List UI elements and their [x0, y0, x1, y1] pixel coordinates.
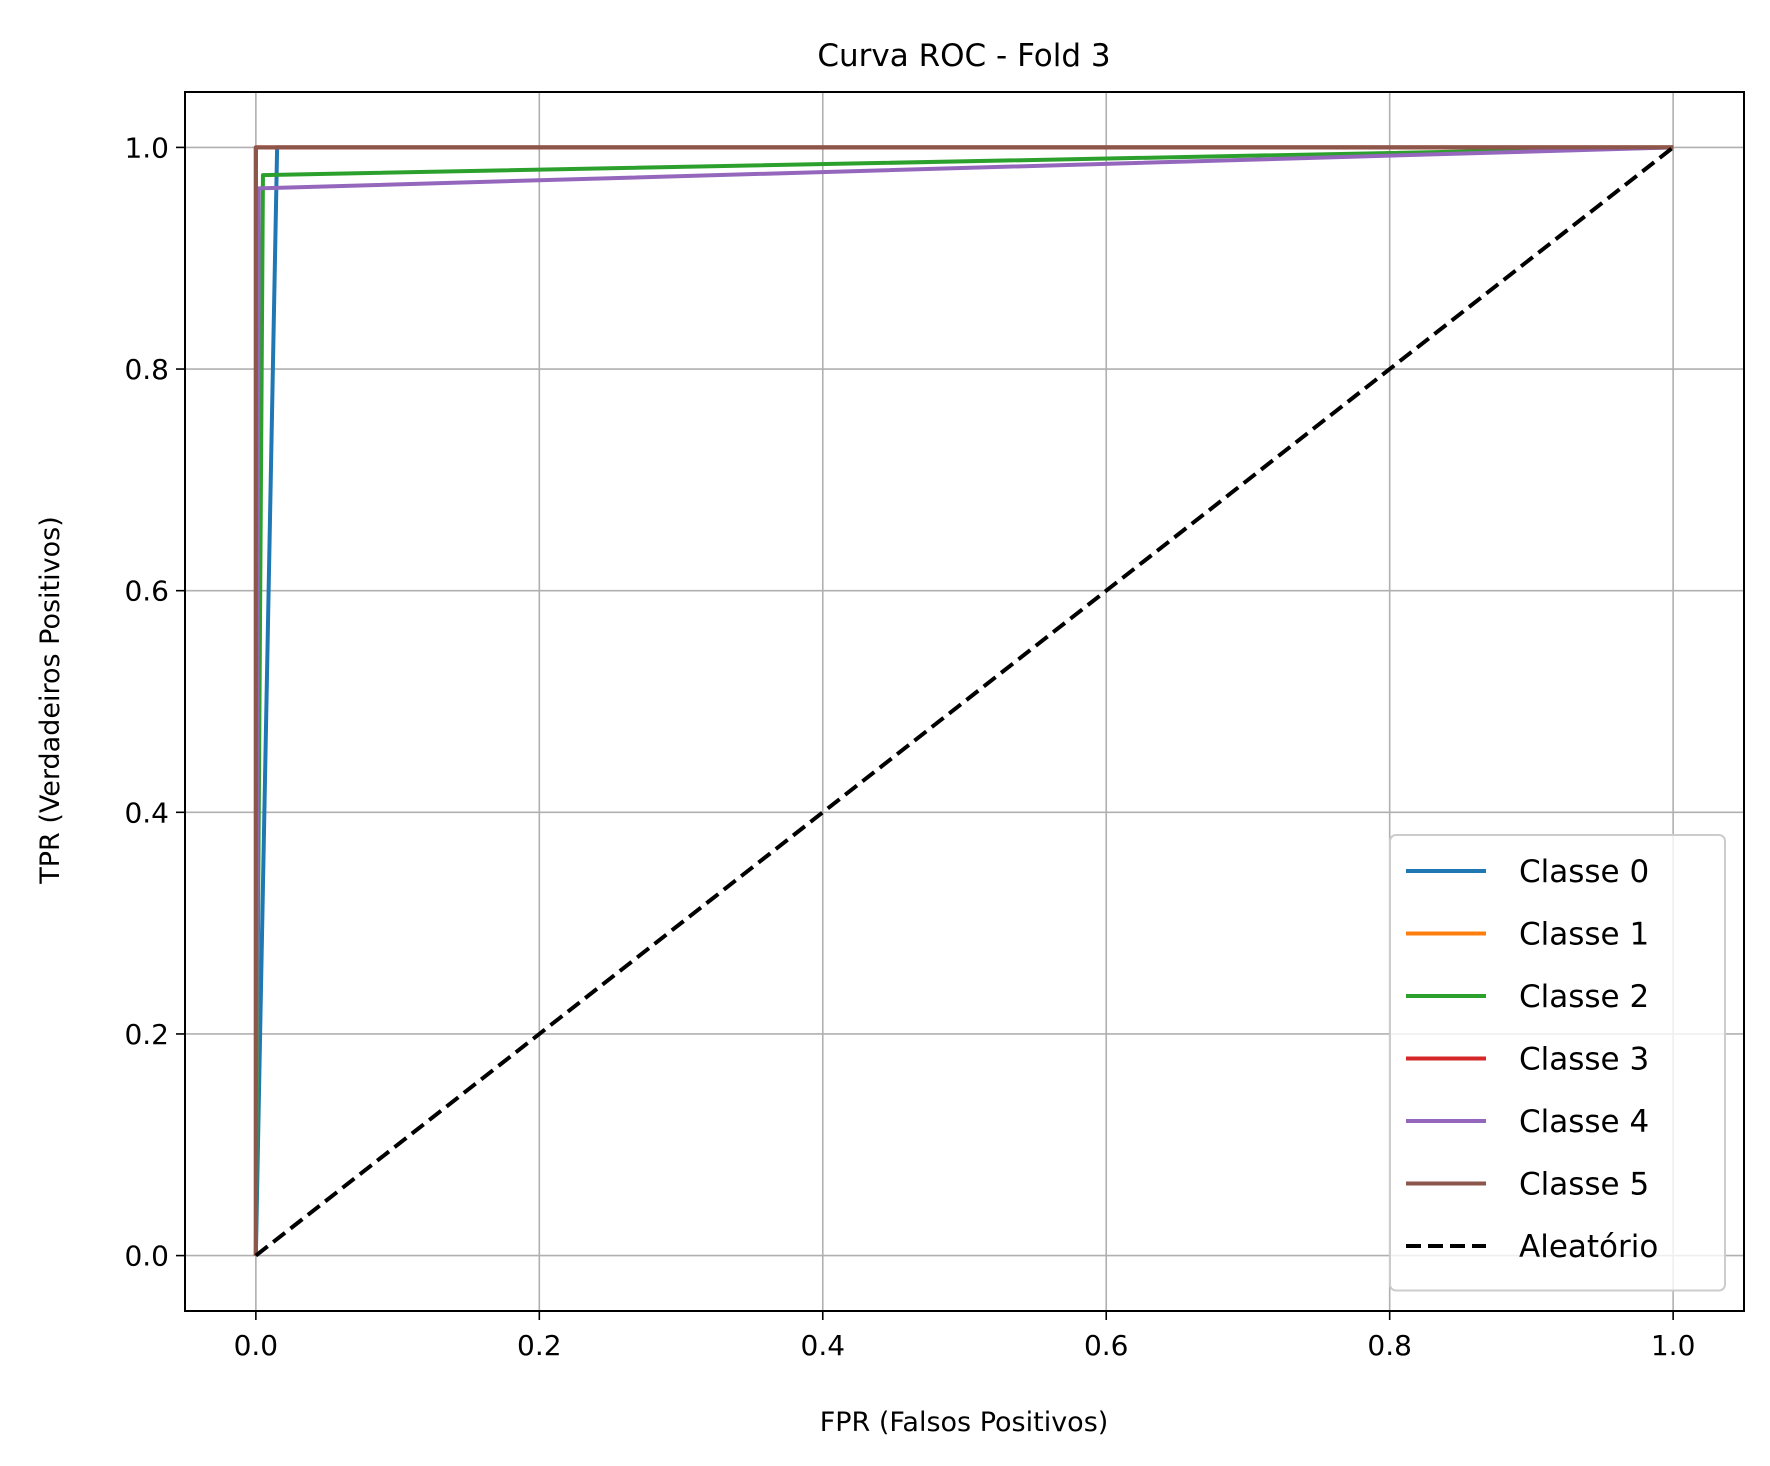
legend-box — [1389, 834, 1726, 1292]
series-line — [254, 145, 1675, 1258]
x-tick-label: 1.0 — [1651, 1329, 1696, 1362]
legend-label: Classe 4 — [1519, 1104, 1649, 1140]
axes-frame — [184, 91, 1745, 1312]
y-tick-label: 0.6 — [124, 575, 169, 608]
series-layer — [253, 145, 1675, 1258]
y-tick-label: 0.0 — [124, 1240, 169, 1273]
legend-label: Classe 3 — [1519, 1042, 1649, 1078]
x-tick-label: 0.6 — [1084, 1329, 1129, 1362]
series-line — [253, 145, 1674, 1256]
chart-title: Curva ROC - Fold 3 — [817, 38, 1110, 74]
y-tick-label: 0.2 — [124, 1018, 169, 1051]
x-tick-label: 0.0 — [234, 1329, 279, 1362]
legend-label: Classe 5 — [1519, 1167, 1649, 1203]
legend-label: Classe 1 — [1519, 917, 1649, 953]
ticks: 0.0 0.2 0.4 0.6 0.8 1.0 0.0 0.2 0.4 0.6 0.8 1.0 — [124, 131, 1695, 1362]
x-axis-label: FPR (Falsos Positivos) — [820, 1407, 1109, 1438]
y-tick-label: 1.0 — [124, 131, 169, 164]
x-tick-label: 0.2 — [517, 1329, 562, 1362]
y-tick-label: 0.4 — [124, 796, 169, 829]
x-tick-label: 0.8 — [1367, 1329, 1412, 1362]
legend-label: Classe 0 — [1519, 854, 1649, 890]
y-axis-label: TPR (Verdadeiros Positivos) — [35, 516, 66, 884]
legend-label: Classe 2 — [1519, 979, 1649, 1015]
y-tick-label: 0.8 — [124, 353, 169, 386]
x-tick-label: 0.4 — [801, 1329, 846, 1362]
grid-lines — [185, 92, 1744, 1311]
legend-label: Aleatório — [1519, 1229, 1658, 1265]
legend: Classe 0 Classe 1 Classe 2 Classe 3 Classe 4… — [1389, 834, 1726, 1292]
